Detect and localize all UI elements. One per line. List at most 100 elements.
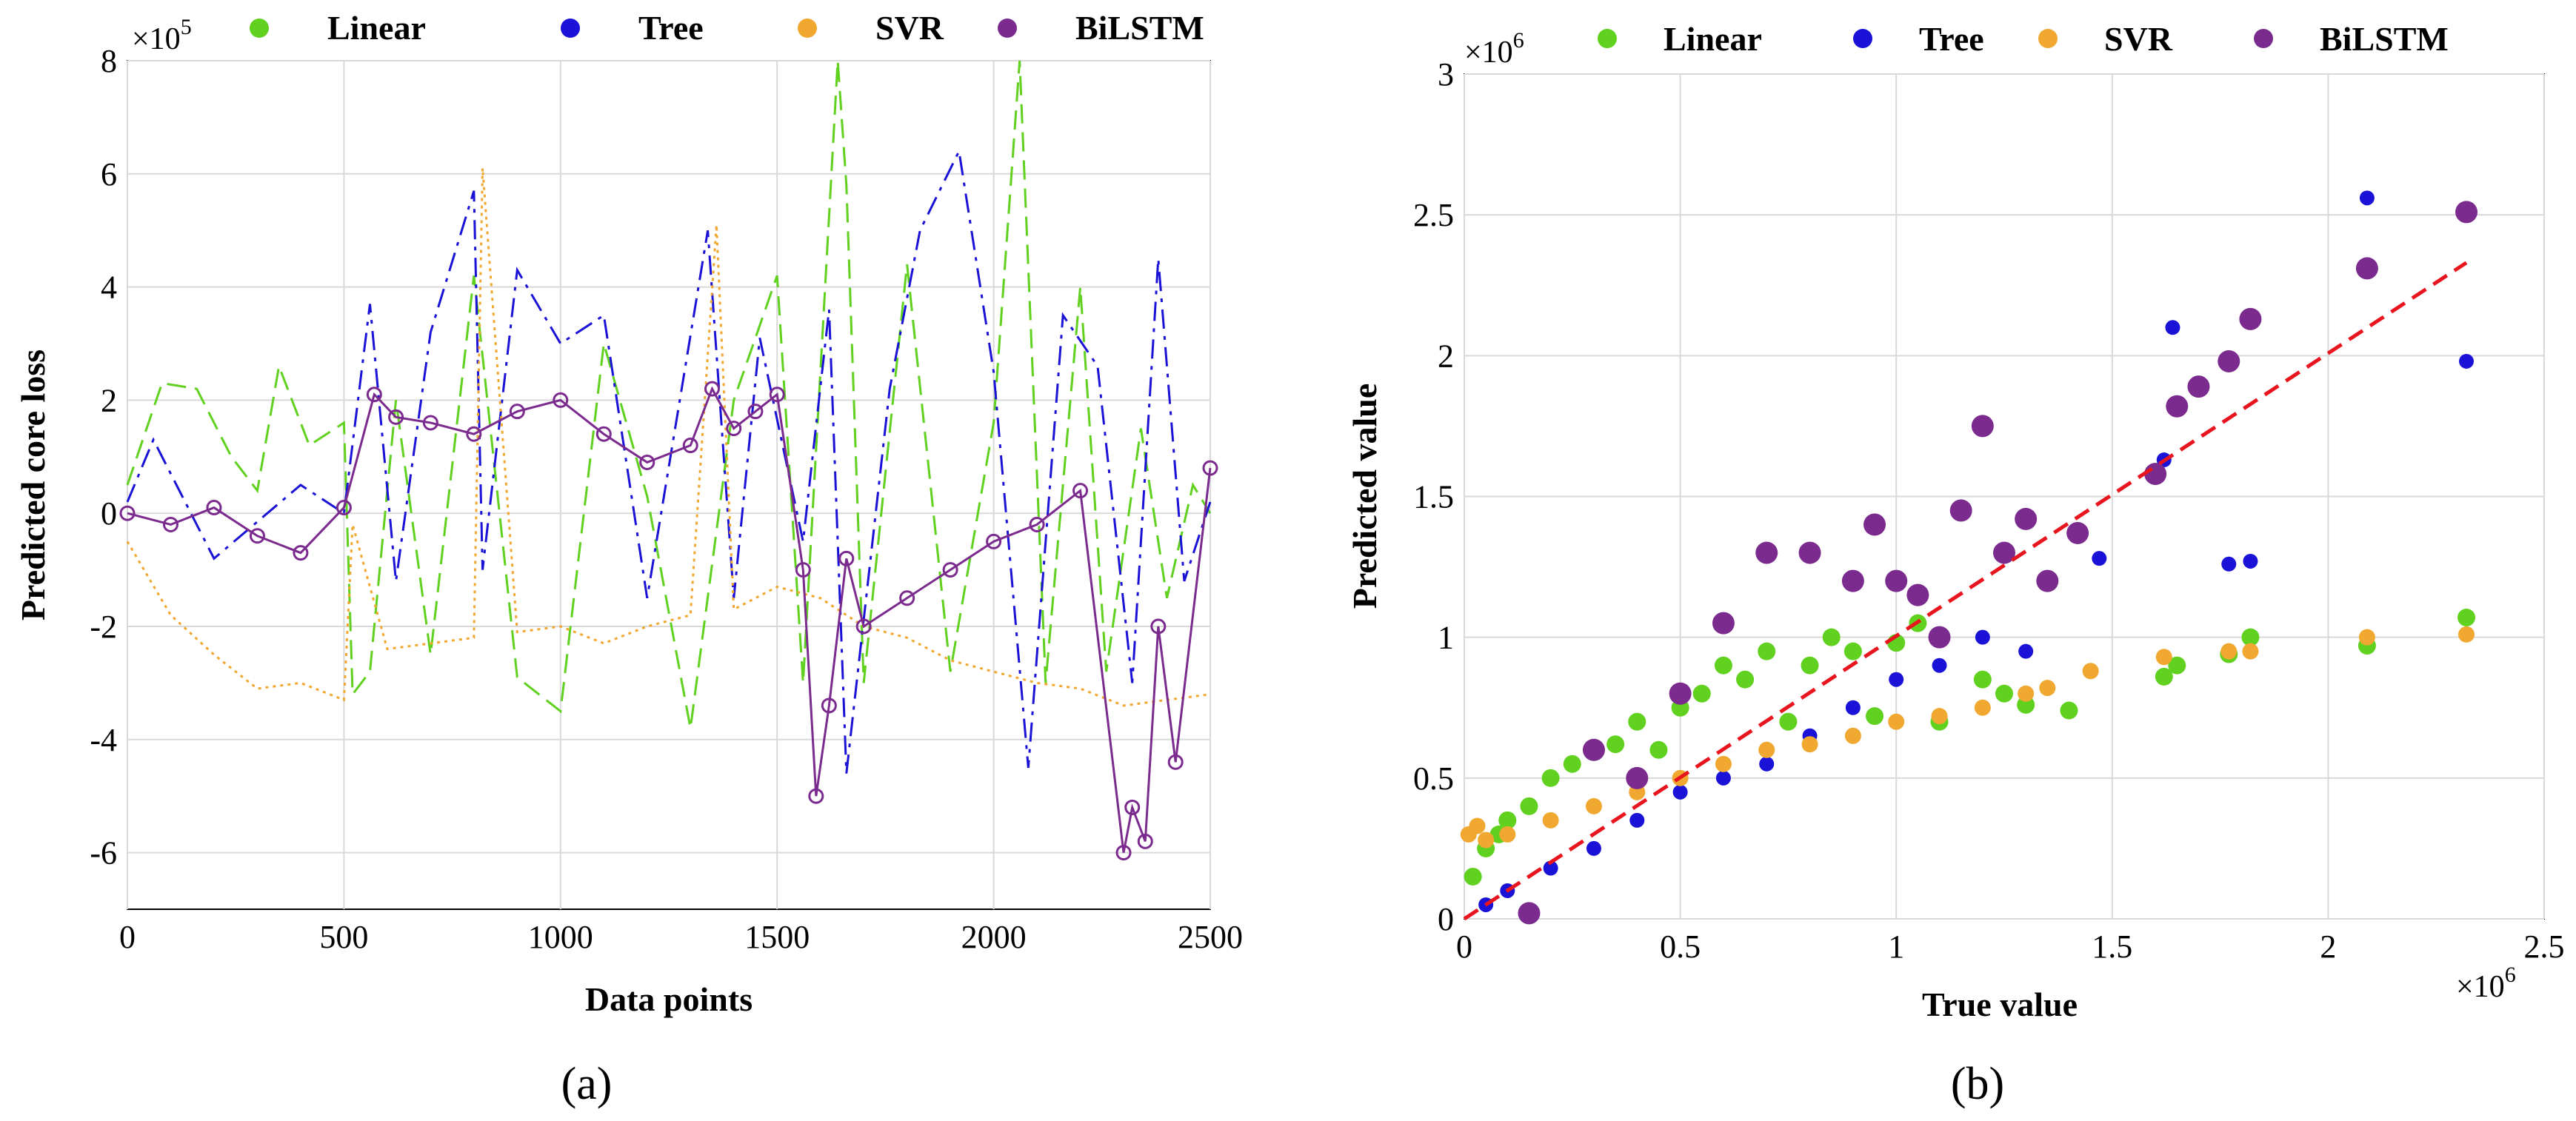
- legend-marker-tree: [1853, 29, 1872, 48]
- x-axis-label-a: Data points: [585, 980, 753, 1018]
- series-marker-bilstm: [795, 562, 811, 578]
- series-marker-bilstm: [509, 404, 525, 420]
- scatter-point-svr: [1478, 831, 1495, 849]
- scatter-point-linear: [1995, 684, 2013, 703]
- series-marker-bilstm: [1115, 845, 1132, 861]
- y-tick-label: 2: [101, 382, 117, 418]
- scatter-point-linear: [1464, 867, 1482, 886]
- series-marker-bilstm: [1150, 618, 1167, 635]
- series-marker-bilstm: [639, 454, 655, 470]
- scatter-point-linear: [1822, 628, 1841, 646]
- series-marker-bilstm: [1167, 754, 1184, 770]
- scatter-point-linear: [1801, 656, 1819, 675]
- scatter-point-bilstm: [2166, 395, 2189, 418]
- y-tick-label: -4: [90, 722, 117, 758]
- series-marker-bilstm: [119, 505, 136, 521]
- panel-b-scatter-chart: 0 0.5 1 1.5 2 2.5 0 0.5 1 1.5 2 2.5 3 ×106 ×106 Lin…: [1346, 20, 2565, 1109]
- scatter-point-tree: [2018, 643, 2034, 659]
- caption-b: (b): [1951, 1059, 2004, 1109]
- scatter-point-bilstm: [1949, 499, 1972, 522]
- scatter-point-bilstm: [1755, 541, 1778, 564]
- scatter-point-svr: [1585, 797, 1602, 814]
- series-line-bilstm: [127, 386, 1212, 853]
- x-tick-label: 0: [1456, 928, 1472, 965]
- scatter-point-bilstm: [1885, 569, 1908, 592]
- scatter-point-tree: [1715, 770, 1731, 786]
- series-marker-bilstm: [162, 516, 178, 532]
- scatter-point-bilstm: [1863, 513, 1886, 536]
- scatter-point-svr: [2039, 680, 2056, 697]
- y-tick-label: 2.5: [1413, 197, 1454, 233]
- panel-a-line-chart: 0 500 1000 1500 2000 2500 -6 -4 -2 0 2 4 6 8 ×105 Li…: [14, 9, 1243, 1109]
- legend-label-svr: SVR: [2104, 20, 2173, 58]
- scatter-point-linear: [2457, 609, 2476, 627]
- scatter-point-svr: [1542, 812, 1559, 829]
- scatter-point-svr: [2082, 663, 2099, 680]
- series-marker-bilstm: [726, 421, 742, 437]
- series-marker-bilstm: [466, 426, 482, 442]
- scatter-point-linear: [1692, 684, 1711, 703]
- legend-label-bilstm: BiLSTM: [1075, 9, 1204, 47]
- legend-a: Linear Tree SVR BiLSTM: [250, 9, 1204, 47]
- scatter-point-bilstm: [1626, 766, 1649, 789]
- series-marker-bilstm: [1072, 483, 1089, 499]
- series-marker-bilstm: [769, 387, 785, 403]
- legend-label-linear: Linear: [1664, 20, 1762, 58]
- y-ticks-b: 0 0.5 1 1.5 2 2.5 3: [1413, 56, 1454, 937]
- y-tick-label: 0: [101, 495, 117, 532]
- scatter-point-linear: [1541, 769, 1560, 787]
- scatter-point-linear: [1714, 656, 1732, 675]
- legend-marker-svr: [798, 19, 817, 38]
- series-marker-bilstm: [595, 426, 612, 442]
- scatter-point-bilstm: [1928, 626, 1951, 649]
- series-marker-bilstm: [249, 528, 265, 544]
- series-marker-bilstm: [388, 409, 404, 425]
- x-tick-label: 2: [2320, 928, 2336, 965]
- legend-marker-svr: [2038, 29, 2058, 48]
- legend-label-svr: SVR: [875, 9, 944, 47]
- x-tick-label: 0: [119, 919, 136, 955]
- x-tick-label: 2500: [1178, 919, 1243, 955]
- series-marker-bilstm: [553, 392, 569, 408]
- scatter-point-bilstm: [2218, 349, 2240, 372]
- scatter-point-svr: [1844, 727, 1861, 744]
- legend-marker-tree: [561, 19, 580, 38]
- scatter-point-bilstm: [1798, 541, 1821, 564]
- y-tick-label: 0.5: [1413, 760, 1454, 797]
- y-axis-label-a: Predicted core loss: [14, 349, 52, 620]
- series-marker-bilstm: [899, 590, 915, 606]
- scatter-point-svr: [1888, 713, 1905, 730]
- scatter-point-bilstm: [2355, 257, 2378, 280]
- scatter-point-bilstm: [1582, 738, 1605, 761]
- y-tick-label: 1.5: [1413, 479, 1454, 515]
- scatter-point-tree: [1759, 756, 1775, 772]
- legend-label-tree: Tree: [638, 9, 704, 47]
- scatter-point-svr: [1931, 708, 1948, 725]
- scatter-point-svr: [2242, 643, 2259, 660]
- reference-line: [1463, 261, 2468, 921]
- series-marker-bilstm: [855, 618, 872, 635]
- scatter-point-svr: [2458, 626, 2475, 643]
- x-tick-label: 1.5: [2092, 928, 2132, 965]
- scatter-point-bilstm: [1906, 583, 1929, 606]
- scatter-point-linear: [2168, 656, 2186, 675]
- legend-b: Linear Tree SVR BiLSTM: [1598, 20, 2449, 58]
- plot-area-a: [127, 60, 1211, 910]
- scatter-point-linear: [1649, 740, 1668, 759]
- x-ticks-b: 0 0.5 1 1.5 2 2.5: [1456, 928, 2565, 965]
- y-tick-label: 6: [101, 156, 117, 193]
- y-multiplier-a: ×105: [132, 15, 192, 56]
- y-multiplier-b: ×106: [1464, 28, 1524, 70]
- y-ticks-a: -6 -4 -2 0 2 4 6 8: [90, 43, 117, 871]
- scatter-point-linear: [1628, 712, 1646, 731]
- y-tick-label: 4: [101, 270, 117, 306]
- series-marker-bilstm: [838, 550, 855, 566]
- scatter-point-svr: [1974, 699, 1991, 716]
- series-marker-bilstm: [986, 533, 1002, 549]
- scatter-point-tree: [1932, 657, 1947, 673]
- scatter-point-tree: [1586, 840, 1601, 856]
- legend-marker-bilstm: [998, 19, 1017, 38]
- series-marker-bilstm: [682, 438, 698, 454]
- series-marker-bilstm: [747, 404, 764, 420]
